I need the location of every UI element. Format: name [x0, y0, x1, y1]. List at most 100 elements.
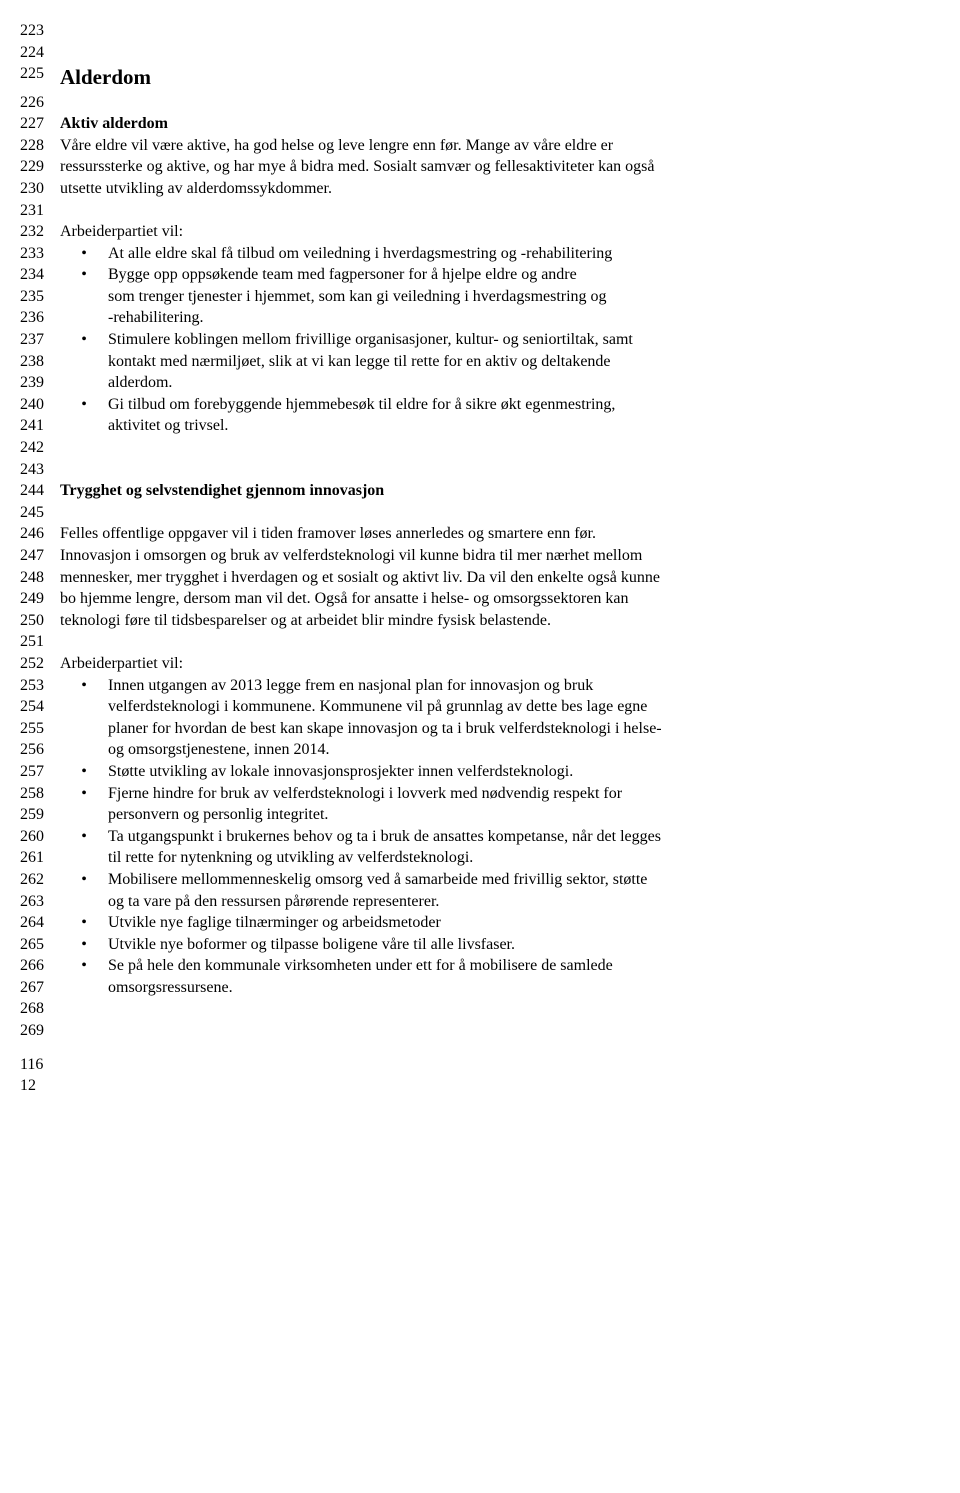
line-number: 262: [20, 869, 60, 891]
bullet-text: -rehabilitering.: [108, 307, 920, 329]
line-number: 237: [20, 329, 60, 351]
line-number: 249: [20, 588, 60, 610]
line-number: 227: [20, 113, 60, 135]
line-number: 259: [20, 804, 60, 826]
line-number: 252: [20, 653, 60, 675]
line-252: 252 Arbeiderpartiet vil:: [20, 653, 920, 675]
bullet-text: planer for hvordan de best kan skape inn…: [108, 718, 920, 740]
line-number: 243: [20, 459, 60, 481]
bullet-text: Innen utgangen av 2013 legge frem en nas…: [108, 675, 920, 697]
bullet-marker: •: [60, 869, 108, 891]
bullet-text: alderdom.: [108, 372, 920, 394]
line-number: 229: [20, 156, 60, 178]
bullet-line: 242: [20, 437, 920, 459]
line-number: 234: [20, 264, 60, 286]
line-number: 233: [20, 243, 60, 265]
body-text: utsette utvikling av alderdomssykdommer.: [60, 178, 920, 200]
line-number: 245: [20, 502, 60, 524]
line-number: 242: [20, 437, 60, 459]
bullet-line: 240•Gi tilbud om forebyggende hjemmebesø…: [20, 394, 920, 416]
line-number: 224: [20, 42, 60, 64]
line-number: 248: [20, 567, 60, 589]
body-text: Innovasjon i omsorgen og bruk av velferd…: [60, 545, 920, 567]
body-text: teknologi føre til tidsbesparelser og at…: [60, 610, 920, 632]
line-number: 268: [20, 998, 60, 1020]
bullet-line: 238 kontakt med nærmiljøet, slik at vi ka…: [20, 351, 920, 373]
line-231: 231: [20, 200, 920, 222]
line-number: 250: [20, 610, 60, 632]
bullet-marker: •: [60, 934, 108, 956]
bullet-line: 239 alderdom.: [20, 372, 920, 394]
line-228: 228 Våre eldre vil være aktive, ha god h…: [20, 135, 920, 157]
bullet-line: 259personvern og personlig integritet.: [20, 804, 920, 826]
line-number: 225: [20, 63, 60, 85]
bullet-line: 258•Fjerne hindre for bruk av velferdste…: [20, 783, 920, 805]
line-248: 248 mennesker, mer trygghet i hverdagen …: [20, 567, 920, 589]
line-225: 225 Alderdom: [20, 63, 920, 91]
bullet-line: 236-rehabilitering.: [20, 307, 920, 329]
line-number: 239: [20, 372, 60, 394]
line-number: 238: [20, 351, 60, 373]
line-number: 257: [20, 761, 60, 783]
line-232: 232 Arbeiderpartiet vil:: [20, 221, 920, 243]
line-number: 246: [20, 523, 60, 545]
bullet-marker: •: [60, 783, 108, 805]
line-244: 244 Trygghet og selvstendighet gjennom i…: [20, 480, 920, 502]
body-text: mennesker, mer trygghet i hverdagen og e…: [60, 567, 920, 589]
bullet-line: 260•Ta utgangspunkt i brukernes behov og…: [20, 826, 920, 848]
bullet-text: Se på hele den kommunale virksomheten un…: [108, 955, 920, 977]
line-number: 267: [20, 977, 60, 999]
footer-number: 12: [20, 1075, 60, 1097]
line-number: 247: [20, 545, 60, 567]
line-number: 266: [20, 955, 60, 977]
bullet-text: Bygge opp oppsøkende team med fagpersone…: [108, 264, 920, 286]
line-251: 251: [20, 631, 920, 653]
line-247: 247 Innovasjon i omsorgen og bruk av vel…: [20, 545, 920, 567]
line-227: 227 Aktiv alderdom: [20, 113, 920, 135]
body-text: ressurssterke og aktive, og har mye å bi…: [60, 156, 920, 178]
bullet-line: 268: [20, 998, 920, 1020]
body-text: Våre eldre vil være aktive, ha god helse…: [60, 135, 920, 157]
line-249: 249 bo hjemme lengre, dersom man vil det…: [20, 588, 920, 610]
bullet-line: 262• Mobilisere mellommenneskelig omsorg…: [20, 869, 920, 891]
bullet-text: og ta vare på den ressursen pårørende re…: [108, 891, 920, 913]
bullet-line: 254 velferdsteknologi i kommunene. Kommun…: [20, 696, 920, 718]
line-226: 226: [20, 92, 920, 114]
bullet-marker: •: [60, 761, 108, 783]
line-number: 256: [20, 739, 60, 761]
bullet-line: 261til rette for nytenkning og utvikling…: [20, 847, 920, 869]
bullet-list-2: 253•Innen utgangen av 2013 legge frem en…: [20, 675, 920, 1042]
line-number: 255: [20, 718, 60, 740]
bullet-line: 234•Bygge opp oppsøkende team med fagper…: [20, 264, 920, 286]
bullet-line: 255 planer for hvordan de best kan skape …: [20, 718, 920, 740]
line-229: 229 ressurssterke og aktive, og har mye …: [20, 156, 920, 178]
bullet-marker: •: [60, 675, 108, 697]
footer-number: 116: [20, 1054, 60, 1076]
bullet-marker: •: [60, 243, 108, 265]
bullet-list-1: 233•At alle eldre skal få tilbud om veil…: [20, 243, 920, 481]
bullet-line: 257•Støtte utvikling av lokale innovasjo…: [20, 761, 920, 783]
line-number: 261: [20, 847, 60, 869]
bullet-text: kontakt med nærmiljøet, slik at vi kan l…: [108, 351, 920, 373]
bullet-text: velferdsteknologi i kommunene. Kommunene…: [108, 696, 920, 718]
line-number: 254: [20, 696, 60, 718]
line-number: 232: [20, 221, 60, 243]
line-number: 258: [20, 783, 60, 805]
line-number: 244: [20, 480, 60, 502]
section-lead: Arbeiderpartiet vil:: [60, 221, 920, 243]
bullet-marker: •: [60, 955, 108, 977]
bullet-line: 267omsorgsressursene.: [20, 977, 920, 999]
line-number: 223: [20, 20, 60, 42]
bullet-marker: •: [60, 394, 108, 416]
bullet-text: At alle eldre skal få tilbud om veiledni…: [108, 243, 920, 265]
line-230: 230 utsette utvikling av alderdomssykdom…: [20, 178, 920, 200]
bullet-line: 263 og ta vare på den ressursen pårørende…: [20, 891, 920, 913]
line-223: 223: [20, 20, 920, 42]
line-number: 263: [20, 891, 60, 913]
bullet-marker: •: [60, 329, 108, 351]
subheading-aktiv-alderdom: Aktiv alderdom: [60, 113, 920, 135]
bullet-line: 264•Utvikle nye faglige tilnærminger og …: [20, 912, 920, 934]
bullet-marker: •: [60, 912, 108, 934]
line-number: 226: [20, 92, 60, 114]
line-number: 260: [20, 826, 60, 848]
